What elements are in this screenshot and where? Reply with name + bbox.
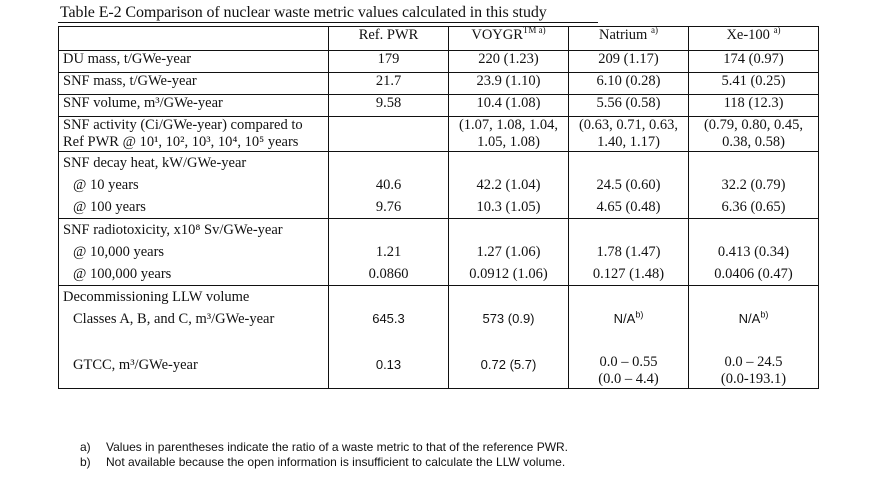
row-label: SNF decay heat, kW/GWe-year @ 10 years @… xyxy=(58,151,329,219)
cell-value: 42.2 (1.04) 10.3 (1.05) xyxy=(448,151,569,219)
caption-underline xyxy=(58,22,598,23)
footnote-marker: b) xyxy=(80,455,91,469)
cell-value xyxy=(328,116,449,152)
cell-value: (1.07, 1.08, 1.04, 1.05, 1.08) xyxy=(448,116,569,152)
table-row-snf-mass: SNF mass, t/GWe-year 21.7 23.9 (1.10) 6.… xyxy=(58,72,819,95)
sub-row-label: @ 10,000 years xyxy=(73,244,165,260)
cell-value: 573 (0.9) 0.72 (5.7) xyxy=(448,285,569,389)
cell-value: 0.413 (0.34) 0.0406 (0.47) xyxy=(688,218,819,286)
row-label: Decommissioning LLW volume Classes A, B,… xyxy=(58,285,329,389)
group-heading: SNF decay heat, kW/GWe-year xyxy=(63,155,247,171)
footnote-b-marker: b) xyxy=(635,309,644,320)
row-label: SNF radiotoxicity, x10⁸ Sv/GWe-year @ 10… xyxy=(58,218,329,286)
row-label: SNF volume, m³/GWe-year xyxy=(58,94,329,117)
group-heading: Decommissioning LLW volume xyxy=(63,289,250,305)
sub-row-label: @ 100 years xyxy=(73,199,146,215)
cell-value: 209 (1.17) xyxy=(568,50,689,73)
sub-row-label: GTCC, m³/GWe-year xyxy=(73,357,198,373)
footnote-a: a) Values in parentheses indicate the ra… xyxy=(80,440,568,455)
cell-value: 5.56 (0.58) xyxy=(568,94,689,117)
table-row-decay-heat: SNF decay heat, kW/GWe-year @ 10 years @… xyxy=(58,151,819,219)
cell-value: 1.21 0.0860 xyxy=(328,218,449,286)
cell-value: 220 (1.23) xyxy=(448,50,569,73)
row-label: SNF mass, t/GWe-year xyxy=(58,72,329,95)
sub-row-label: Classes A, B, and C, m³/GWe-year xyxy=(73,311,275,327)
cell-value: N/Ab) 0.0 – 0.55 (0.0 – 4.4) xyxy=(568,285,689,389)
header-natrium: Natrium a) xyxy=(568,25,689,51)
cell-value: (0.79, 0.80, 0.45, 0.38, 0.58) xyxy=(688,116,819,152)
footnote-b-marker: b) xyxy=(760,309,769,320)
row-label-line: Ref PWR @ 10¹, 10², 10³, 10⁴, 10⁵ years xyxy=(63,134,299,150)
table-row-du-mass: DU mass, t/GWe-year 179 220 (1.23) 209 (… xyxy=(58,50,819,73)
row-label-line: SNF activity (Ci/GWe-year) compared to xyxy=(63,117,303,133)
header-natrium-sup: a) xyxy=(650,25,658,36)
header-voygr-sup: TM a) xyxy=(522,25,546,36)
cell-value: 10.4 (1.08) xyxy=(448,94,569,117)
footnote-marker: a) xyxy=(80,440,91,454)
sub-row-label: @ 10 years xyxy=(73,177,139,193)
sub-row-label: @ 100,000 years xyxy=(73,266,172,282)
cell-value: 645.3 0.13 xyxy=(328,285,449,389)
footnote-text: Not available because the open informati… xyxy=(106,455,566,469)
table-row-llw: Decommissioning LLW volume Classes A, B,… xyxy=(58,285,819,389)
cell-value: 174 (0.97) xyxy=(688,50,819,73)
row-label: DU mass, t/GWe-year xyxy=(58,50,329,73)
cell-value: 179 xyxy=(328,50,449,73)
cell-value: 32.2 (0.79) 6.36 (0.65) xyxy=(688,151,819,219)
cell-value: 1.78 (1.47) 0.127 (1.48) xyxy=(568,218,689,286)
table-row-snf-activity: SNF activity (Ci/GWe-year) compared to R… xyxy=(58,116,819,152)
header-xe100-sup: a) xyxy=(773,25,781,36)
group-heading: SNF radiotoxicity, x10⁸ Sv/GWe-year xyxy=(63,222,283,238)
cell-value: 24.5 (0.60) 4.65 (0.48) xyxy=(568,151,689,219)
cell-value: 5.41 (0.25) xyxy=(688,72,819,95)
footnote-b: b) Not available because the open inform… xyxy=(80,455,568,470)
footnotes: a) Values in parentheses indicate the ra… xyxy=(80,440,568,470)
footnote-text: Values in parentheses indicate the ratio… xyxy=(106,440,569,454)
table-row-radiotoxicity: SNF radiotoxicity, x10⁸ Sv/GWe-year @ 10… xyxy=(58,218,819,286)
table-row-snf-volume: SNF volume, m³/GWe-year 9.58 10.4 (1.08)… xyxy=(58,94,819,117)
header-voygr: VOYGRTM a) xyxy=(448,25,569,51)
cell-value: (0.63, 0.71, 0.63, 1.40, 1.17) xyxy=(568,116,689,152)
cell-value: 40.6 9.76 xyxy=(328,151,449,219)
cell-value: 1.27 (1.06) 0.0912 (1.06) xyxy=(448,218,569,286)
cell-value: 9.58 xyxy=(328,94,449,117)
header-cell-blank xyxy=(58,26,329,51)
cell-value: 6.10 (0.28) xyxy=(568,72,689,95)
header-xe100: Xe-100 a) xyxy=(688,25,819,51)
table-caption: Table E-2 Comparison of nuclear waste me… xyxy=(60,4,547,21)
cell-value: N/Ab) 0.0 – 24.5 (0.0-193.1) xyxy=(688,285,819,389)
cell-value: 23.9 (1.10) xyxy=(448,72,569,95)
cell-value: 118 (12.3) xyxy=(688,94,819,117)
waste-metric-table: Ref. PWR VOYGRTM a) Natrium a) Xe-100 a)… xyxy=(58,26,819,389)
cell-value: 21.7 xyxy=(328,72,449,95)
header-row: Ref. PWR VOYGRTM a) Natrium a) Xe-100 a) xyxy=(58,25,819,51)
header-ref-pwr: Ref. PWR xyxy=(328,26,449,51)
row-label: SNF activity (Ci/GWe-year) compared to R… xyxy=(58,116,329,152)
